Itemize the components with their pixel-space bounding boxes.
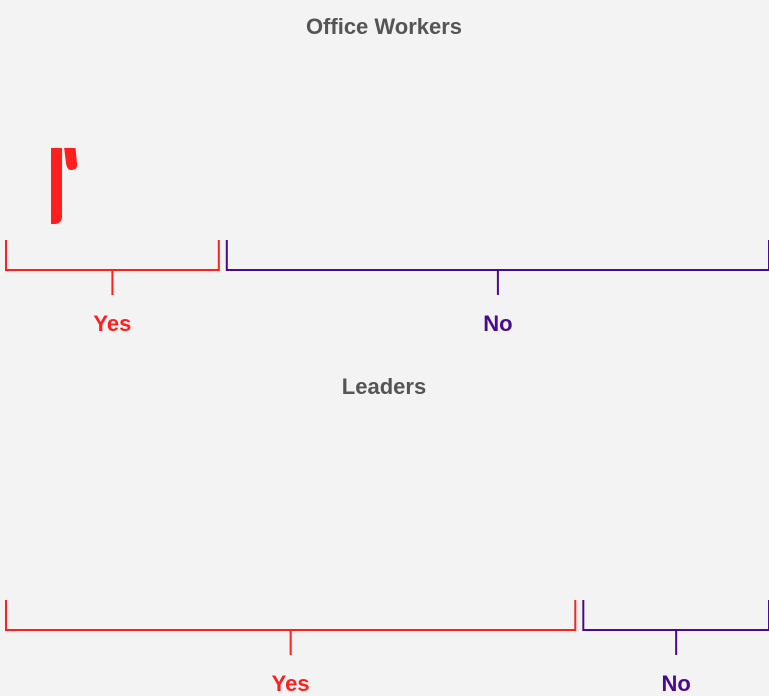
category-label: Yes <box>93 311 131 336</box>
person-icon <box>628 75 698 224</box>
person-icon <box>86 435 155 584</box>
person-icon <box>222 75 233 224</box>
person-icon <box>318 75 388 224</box>
chart-title: Leaders <box>342 374 426 399</box>
person-icon <box>163 75 223 224</box>
person-icon <box>551 75 620 224</box>
person-icon <box>551 435 580 584</box>
person-icon <box>241 75 310 224</box>
bracket <box>225 240 769 271</box>
bracket <box>5 600 577 631</box>
person-icon <box>706 75 769 224</box>
person-icon <box>241 435 310 584</box>
person-icon <box>8 435 78 584</box>
person-icon <box>86 75 155 224</box>
person-icon <box>706 435 769 584</box>
person-icon <box>163 435 233 584</box>
person-icon <box>8 75 78 224</box>
bracket <box>582 600 769 631</box>
category-label: Yes <box>272 671 310 696</box>
category-label: No <box>661 671 690 696</box>
person-icon <box>579 435 620 584</box>
person-icon <box>473 435 543 584</box>
person-icon <box>396 75 465 224</box>
chart-title: Office Workers <box>306 14 462 39</box>
person-icon <box>318 435 388 584</box>
person-icon <box>473 75 543 224</box>
category-label: No <box>483 311 512 336</box>
bracket <box>5 240 220 271</box>
person-icon <box>396 435 465 584</box>
person-icon <box>628 435 698 584</box>
